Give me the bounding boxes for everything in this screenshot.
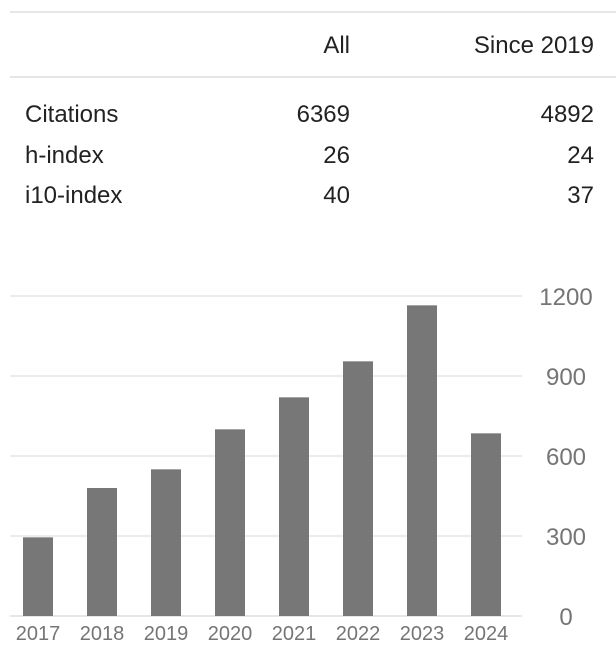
header-all: All	[323, 32, 350, 59]
header-divider	[10, 76, 616, 78]
bar-2022	[343, 361, 373, 616]
row-i10-index-since: 37	[567, 182, 594, 209]
bar-2023	[407, 305, 437, 616]
row-citations-all: 6369	[296, 101, 350, 128]
x-tick-label: 2018	[80, 623, 125, 645]
row-i10-index-label: i10-index	[25, 182, 123, 209]
x-tick-label: 2022	[336, 623, 381, 645]
x-tick-label: 2019	[144, 623, 189, 645]
x-tick-label: 2017	[16, 623, 61, 645]
table-top-rule	[10, 11, 616, 13]
y-tick-label: 1200	[539, 284, 592, 311]
row-h-index-label: h-index	[25, 142, 104, 169]
x-tick-label: 2024	[464, 623, 509, 645]
x-tick-label: 2021	[272, 623, 317, 645]
row-i10-index-all: 40	[323, 182, 350, 209]
bar-2018	[87, 488, 117, 616]
row-citations-since: 4892	[540, 101, 594, 128]
y-tick-label: 600	[546, 444, 586, 471]
bar-2017	[23, 537, 53, 616]
x-tick-label: 2020	[208, 623, 253, 645]
x-tick-label: 2023	[400, 623, 445, 645]
row-h-index-all: 26	[323, 142, 350, 169]
bar-2019	[151, 469, 181, 616]
header-since-2019: Since 2019	[473, 32, 594, 59]
row-h-index-since: 24	[567, 142, 594, 169]
bar-2024	[471, 433, 501, 616]
y-tick-label: 0	[559, 604, 572, 631]
y-tick-label: 900	[546, 364, 586, 391]
y-tick-label: 300	[546, 524, 586, 551]
row-citations-label: Citations	[25, 101, 119, 128]
bar-2020	[215, 429, 245, 616]
bar-2021	[279, 397, 309, 616]
